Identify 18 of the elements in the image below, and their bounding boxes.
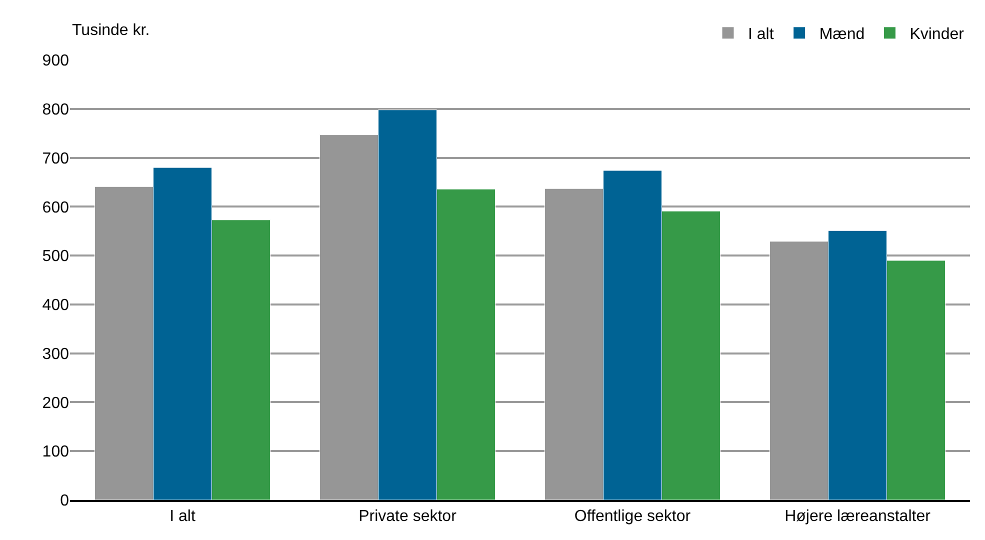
legend-label: I alt xyxy=(748,26,774,44)
x-tick-label: I alt xyxy=(170,508,196,526)
y-tick-label: 400 xyxy=(42,297,70,314)
y-tick-label: 600 xyxy=(42,199,70,216)
legend-label: Mænd xyxy=(819,26,865,44)
x-tick-label: Private sektor xyxy=(358,508,458,526)
y-tick-label: 800 xyxy=(42,101,70,118)
y-tick-label: 700 xyxy=(42,150,70,168)
x-tick-label: Offentlige sektor xyxy=(574,508,692,526)
y-tick-label: 200 xyxy=(42,394,70,412)
y-tick-label: 900 xyxy=(42,52,70,70)
y-tick-label: 300 xyxy=(42,346,70,363)
x-tick-label: Højere læreanstalter xyxy=(784,508,932,526)
legend-label: Kvinder xyxy=(910,26,965,44)
y-tick-label: 500 xyxy=(42,248,70,266)
y-tick-label: 0 xyxy=(60,492,70,510)
y-tick-label: 100 xyxy=(42,444,70,461)
y-axis-title: Tusinde kr. xyxy=(72,22,150,39)
